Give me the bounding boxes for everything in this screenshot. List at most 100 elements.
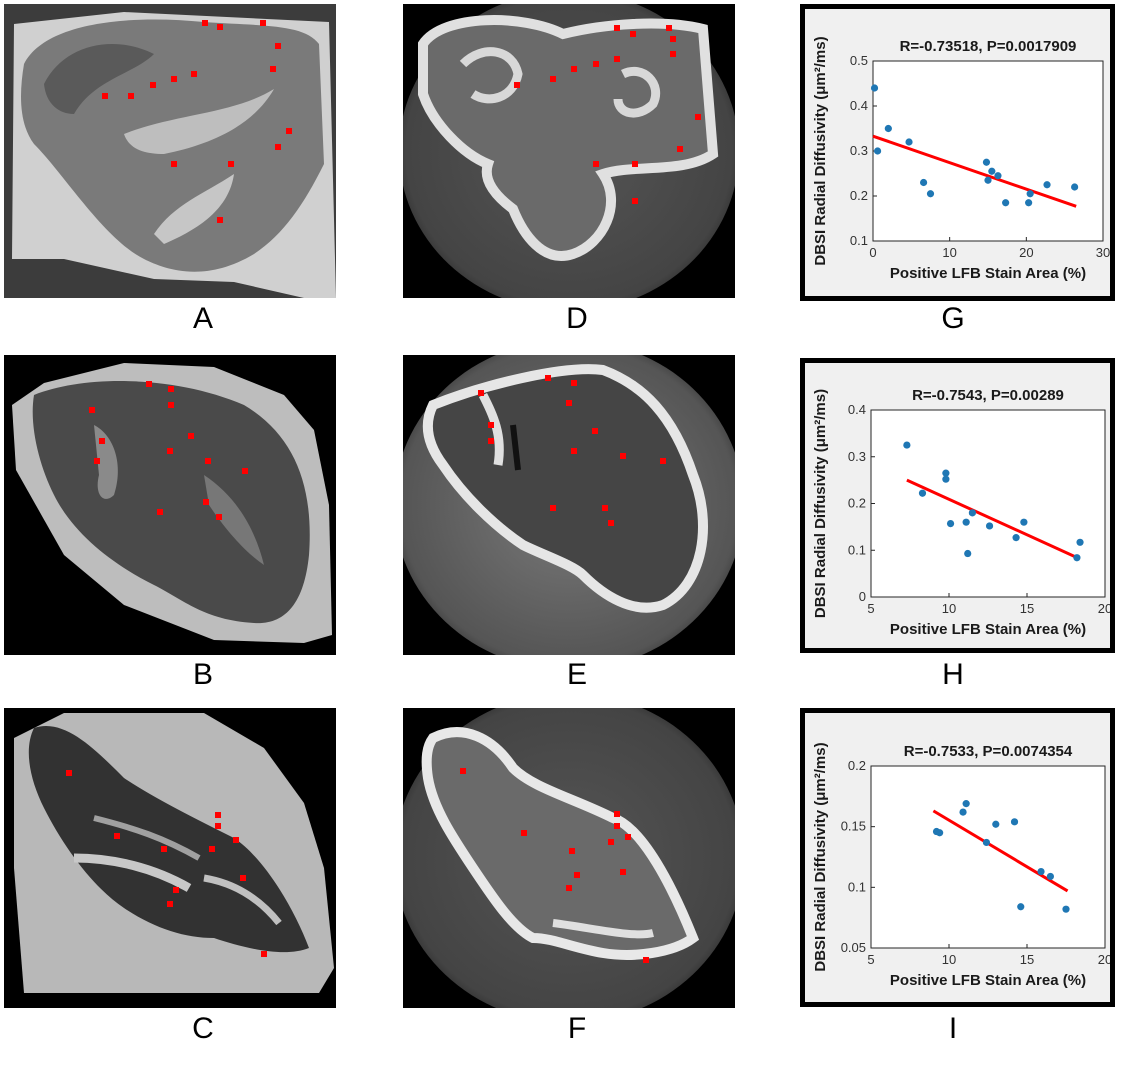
data-point: [1012, 534, 1020, 542]
data-point: [874, 147, 882, 155]
mri-panel-e: [403, 355, 735, 655]
data-point: [884, 124, 892, 133]
data-point: [985, 522, 994, 530]
chart-panel-g: R=-0.73518, P=0.0017909 0 10 20 30 0.1 0.2 0.3 0…: [800, 4, 1115, 301]
data-point: [959, 808, 967, 816]
x-tick-label: 0: [869, 245, 876, 260]
chart-title: R=-0.7543, P=0.00289: [912, 387, 1064, 404]
data-point: [1010, 818, 1019, 826]
data-point: [903, 441, 911, 449]
panel-label-g: G: [941, 302, 965, 335]
x-tick-label: 5: [867, 952, 874, 967]
y-tick-label: 0.2: [848, 496, 866, 511]
panel-label-b: B: [192, 658, 213, 691]
fit-line: [932, 809, 1069, 893]
y-tick-label: 0.5: [850, 53, 868, 68]
y-tick-label: 0.1: [850, 233, 868, 248]
y-tick-label: 0.4: [850, 98, 868, 113]
chart-g-svg: R=-0.73518, P=0.0017909 0 10 20 30 0.1 0.2 0.3 0…: [812, 36, 1110, 282]
x-tick-label: 30: [1096, 245, 1110, 260]
data-point: [936, 829, 944, 837]
mri-panel-b: [4, 355, 336, 655]
x-axis-label: Positive LFB Stain Area (%): [890, 972, 1086, 989]
roi-markers: [514, 25, 701, 204]
y-tick-label: 0.2: [848, 758, 866, 773]
mri-panel-d: [403, 4, 735, 298]
y-axis-label: DBSI Radial Diffusivity (μm²/ms): [812, 742, 829, 971]
y-axis-label: DBSI Radial Diffusivity (μm²/ms): [812, 389, 829, 618]
y-tick-label: 0: [859, 589, 866, 604]
roi-markers: [460, 768, 649, 963]
data-point: [1020, 518, 1028, 526]
data-point: [1071, 183, 1079, 191]
panel-label-i: I: [948, 1012, 958, 1045]
data-point: [870, 84, 879, 92]
y-tick-label: 0.4: [848, 402, 866, 417]
roi-markers: [102, 20, 292, 223]
data-point: [982, 838, 991, 847]
data-point: [905, 138, 913, 146]
x-tick-label: 15: [1020, 601, 1034, 616]
data-point: [994, 172, 1002, 180]
data-point: [942, 475, 950, 483]
mri-panel-c: [4, 708, 336, 1008]
data-point: [1076, 538, 1084, 546]
panel-label-c: C: [192, 1012, 214, 1045]
chart-i-svg: R=-0.7533, P=0.0074354 5 10 15 20 0.05 0.1 0.15…: [812, 742, 1110, 989]
panel-label-a: A: [192, 302, 213, 335]
fit-line: [872, 134, 1077, 208]
chart-title: R=-0.7533, P=0.0074354: [904, 743, 1073, 760]
y-tick-label: 0.3: [848, 449, 866, 464]
x-tick-label: 20: [1098, 952, 1110, 967]
x-tick-label: 10: [942, 245, 956, 260]
panel-c-image: [4, 708, 336, 1008]
data-point: [1043, 181, 1051, 189]
plot-area: [872, 60, 1104, 242]
x-tick-label: 15: [1020, 952, 1034, 967]
data-point: [1046, 872, 1054, 881]
plot-area: [870, 409, 1106, 598]
x-axis-label: Positive LFB Stain Area (%): [890, 265, 1086, 282]
y-tick-label: 0.05: [841, 940, 866, 955]
data-point: [946, 520, 955, 528]
x-axis-label: Positive LFB Stain Area (%): [890, 621, 1086, 638]
mri-panel-a: [4, 4, 336, 298]
plot-area: [870, 765, 1106, 949]
chart-panel-h: R=-0.7543, P=0.00289 5 10 15 20 0 0.1 0.2 0.3 0.4…: [800, 358, 1115, 653]
data-point: [962, 518, 970, 526]
data-point: [926, 190, 935, 198]
data-point: [1017, 903, 1025, 911]
data-point: [982, 158, 991, 166]
data-point: [964, 549, 972, 558]
y-tick-label: 0.1: [848, 879, 866, 894]
chart-h-svg: R=-0.7543, P=0.00289 5 10 15 20 0 0.1 0.2 0.3 0.4…: [812, 387, 1110, 638]
roi-markers: [66, 770, 267, 957]
data-point: [968, 509, 976, 517]
y-tick-label: 0.1: [848, 542, 866, 557]
data-point: [942, 469, 950, 477]
panel-label-e: E: [566, 658, 587, 691]
data-point: [1002, 199, 1010, 207]
panel-a-image: [4, 4, 336, 298]
data-point: [1062, 905, 1070, 913]
roi-markers: [478, 375, 666, 526]
panel-label-f: F: [567, 1012, 587, 1045]
roi-markers: [89, 381, 248, 520]
x-tick-label: 5: [867, 601, 874, 616]
y-tick-label: 0.2: [850, 188, 868, 203]
data-point: [962, 800, 970, 808]
data-point: [1026, 190, 1034, 198]
fit-line: [906, 478, 1080, 560]
panel-label-d: D: [566, 302, 588, 335]
data-point: [984, 176, 992, 184]
y-axis-label: DBSI Radial Diffusivity (μm²/ms): [812, 36, 829, 265]
panel-f-image: [403, 708, 735, 1008]
data-point: [1073, 554, 1081, 562]
data-point: [1037, 867, 1045, 876]
chart-panel-i: R=-0.7533, P=0.0074354 5 10 15 20 0.05 0.1 0.15…: [800, 708, 1115, 1007]
data-point: [992, 820, 1000, 828]
y-tick-label: 0.3: [850, 143, 868, 158]
data-point: [920, 178, 928, 187]
panel-d-image: [403, 4, 735, 298]
mri-panel-f: [403, 708, 735, 1008]
